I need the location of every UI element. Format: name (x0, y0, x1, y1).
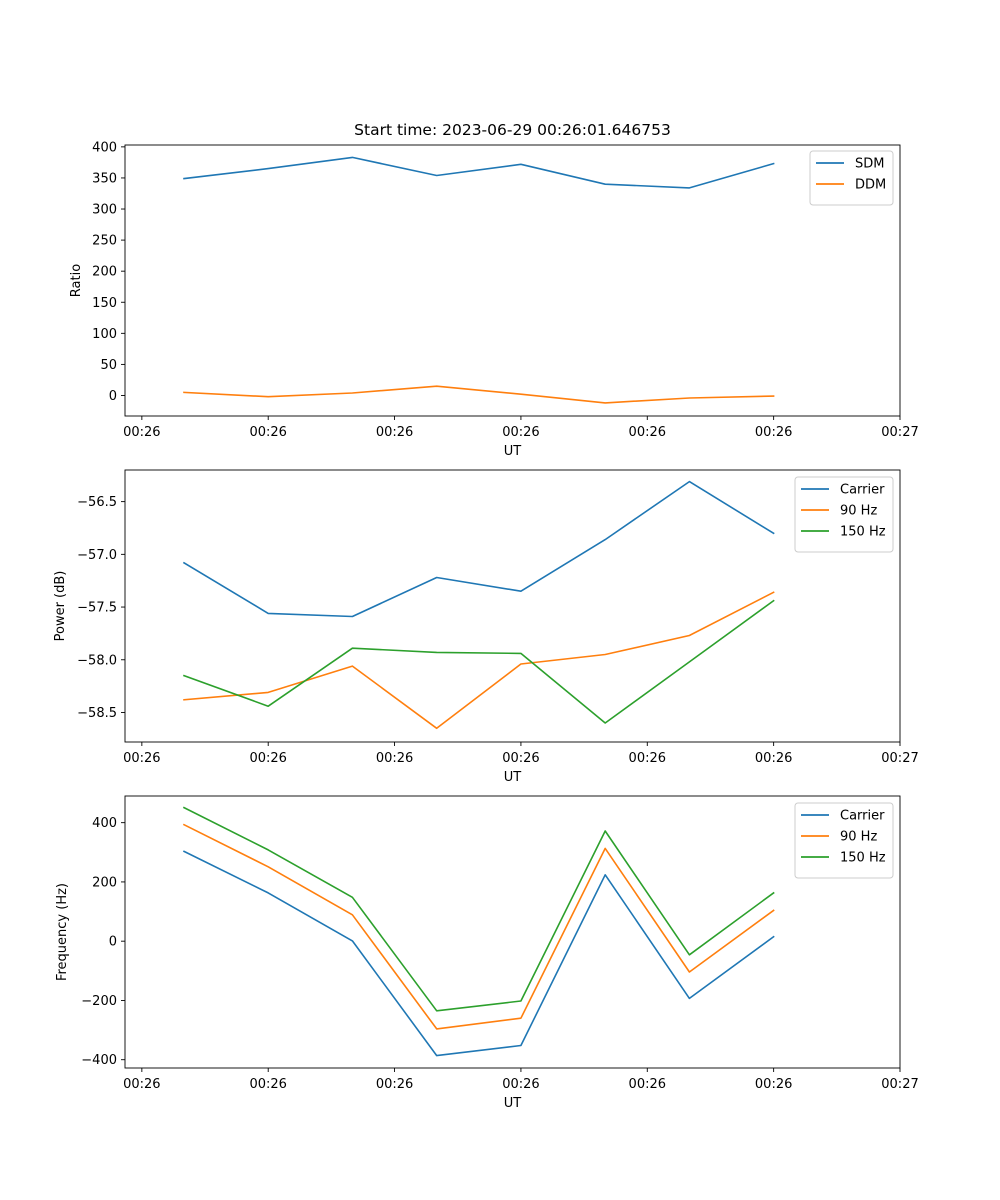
legend-box (794, 802, 894, 879)
legend-label: SDM (855, 157, 884, 172)
y-tick-label: 350 (92, 171, 117, 186)
legend: Carrier 90 Hz 150 Hz (794, 802, 894, 879)
legend-box (809, 150, 894, 206)
y-tick-label: 50 (100, 358, 117, 373)
x-tick-label: 00:26 (755, 425, 792, 440)
y-tick-label: −58.0 (77, 653, 117, 668)
x-tick-label: 00:26 (502, 1077, 539, 1092)
chart-title: Start time: 2023-06-29 00:26:01.646753 (354, 121, 671, 139)
series-line-150-hz (182, 599, 775, 724)
plot-frame (124, 795, 901, 1069)
x-tick-label: 00:26 (376, 1077, 413, 1092)
legend: Carrier 90 Hz 150 Hz (794, 476, 894, 553)
x-tick-label: 00:26 (376, 751, 413, 766)
x-tick-label: 00:27 (881, 425, 918, 440)
legend-label: Carrier (840, 809, 885, 824)
y-tick-label: 100 (92, 327, 117, 342)
plot-frame (124, 469, 901, 743)
y-tick-label: 200 (92, 265, 117, 280)
x-tick-label: 00:26 (123, 751, 160, 766)
legend-label: 150 Hz (840, 851, 886, 866)
series-line-150-hz (182, 806, 775, 1012)
x-axis-label: UT (504, 770, 522, 785)
x-tick-label: 00:26 (376, 425, 413, 440)
legend: SDM DDM (809, 150, 894, 206)
y-tick-label: −57.0 (77, 548, 117, 563)
x-tick-label: 00:26 (629, 425, 666, 440)
y-tick-label: 400 (92, 816, 117, 831)
legend-label: DDM (855, 178, 886, 193)
y-tick-label: −200 (81, 994, 117, 1009)
series-line-carrier (182, 850, 775, 1057)
x-tick-label: 00:26 (249, 425, 286, 440)
chart-panel-3: −400 −200 0 200 400 00:26 00:26 00:26 00:26 00:26… (55, 795, 919, 1111)
series-line-90-hz (182, 823, 775, 1030)
chart-panel-1: Start time: 2023-06-29 00:26:01.646753 0 5… (69, 121, 919, 459)
x-tick-label: 00:27 (881, 1077, 918, 1092)
y-axis-label: Frequency (Hz) (55, 883, 70, 981)
x-tick-label: 00:26 (123, 425, 160, 440)
x-tick-label: 00:26 (755, 751, 792, 766)
y-tick-label: 400 (92, 140, 117, 155)
series-line-ddm (183, 385, 775, 404)
series-line-sdm (183, 156, 775, 189)
series-line-90-hz (183, 591, 775, 730)
x-tick-label: 00:26 (249, 1077, 286, 1092)
y-tick-label: −400 (81, 1053, 117, 1068)
x-tick-label: 00:26 (755, 1077, 792, 1092)
x-tick-label: 00:26 (502, 425, 539, 440)
legend-label: 90 Hz (840, 830, 877, 845)
legend-label: 90 Hz (840, 504, 877, 519)
x-tick-label: 00:27 (881, 751, 918, 766)
y-tick-label: −57.5 (77, 601, 117, 616)
legend-box (794, 476, 894, 553)
x-tick-label: 00:26 (502, 751, 539, 766)
y-tick-label: 200 (92, 875, 117, 890)
x-axis-label: UT (504, 1096, 522, 1111)
y-tick-label: 0 (109, 389, 117, 404)
y-axis-label: Power (dB) (53, 571, 68, 642)
y-tick-label: 150 (92, 296, 117, 311)
legend-label: Carrier (840, 483, 885, 498)
y-tick-label: 250 (92, 234, 117, 249)
series-line-carrier (182, 480, 775, 618)
chart-panel-2: −58.5 −58.0 −57.5 −57.0 −56.5 00:26 00:26 00:26… (53, 469, 919, 785)
x-tick-label: 00:26 (249, 751, 286, 766)
x-tick-label: 00:26 (629, 1077, 666, 1092)
plot-frame (124, 144, 901, 417)
y-tick-label: −58.5 (77, 706, 117, 721)
x-tick-label: 00:26 (629, 751, 666, 766)
y-axis-label: Ratio (69, 264, 84, 297)
x-axis-label: UT (504, 444, 522, 459)
y-tick-label: −56.5 (77, 495, 117, 510)
y-tick-label: 300 (92, 203, 117, 218)
y-tick-label: 0 (109, 935, 117, 950)
x-tick-label: 00:26 (123, 1077, 160, 1092)
legend-label: 150 Hz (840, 525, 886, 540)
